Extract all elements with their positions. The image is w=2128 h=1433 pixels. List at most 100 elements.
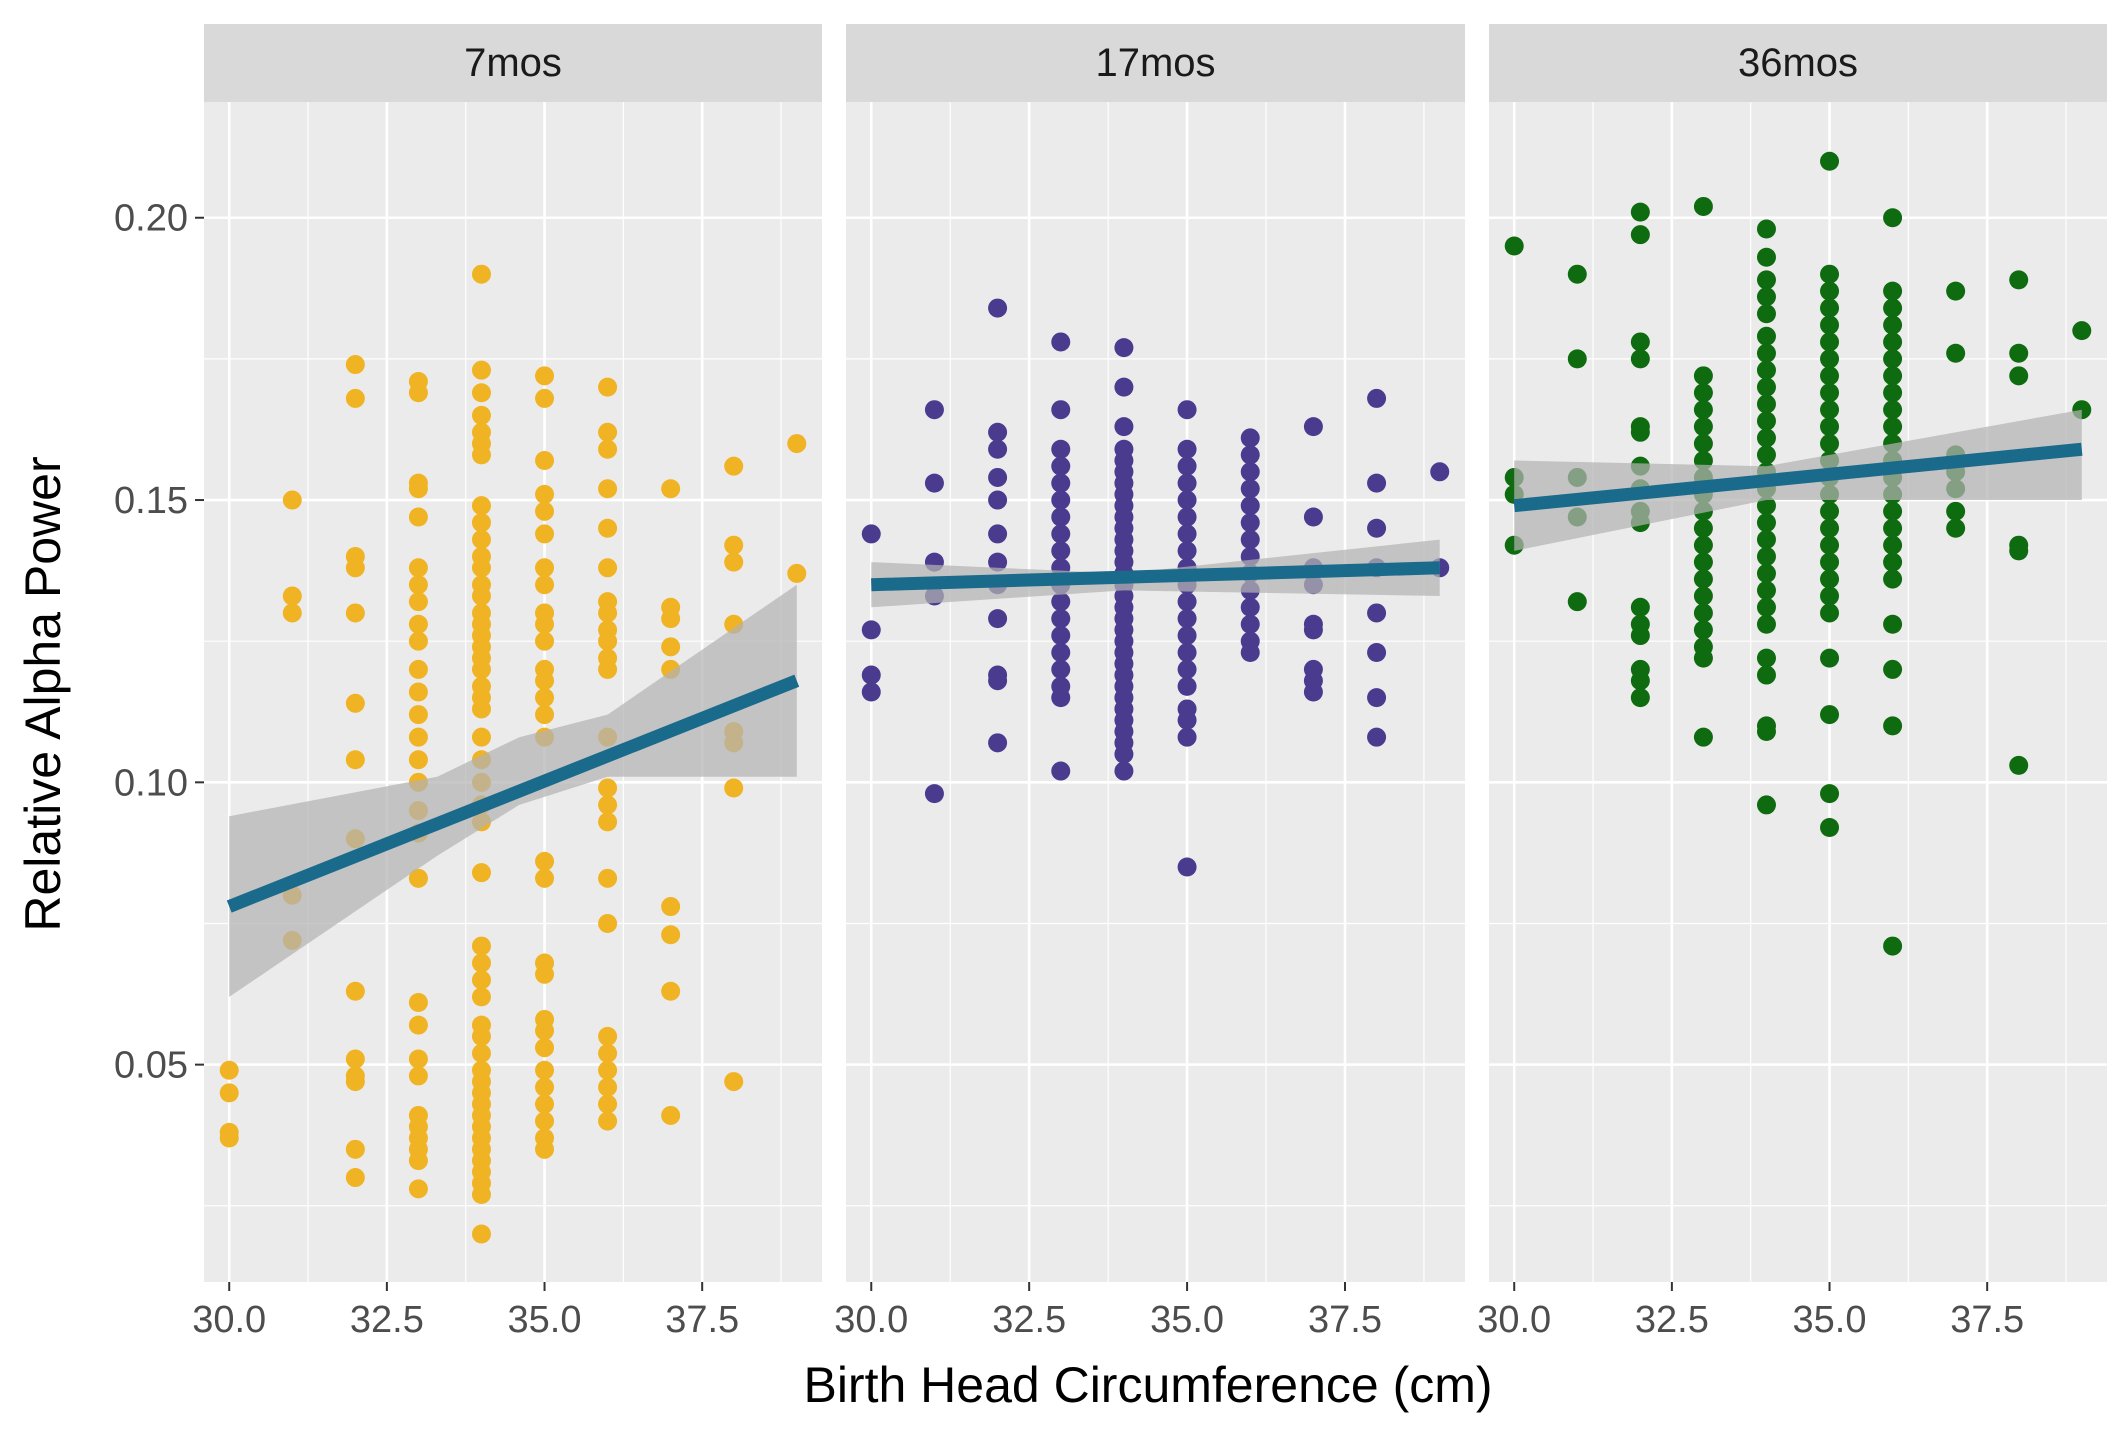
data-point: [1820, 648, 1840, 668]
data-point: [1240, 530, 1260, 550]
y-tick-label: 0.20: [114, 198, 188, 240]
data-point: [535, 451, 555, 471]
data-point: [1756, 360, 1776, 380]
data-point: [1820, 151, 1840, 171]
data-point: [598, 1026, 618, 1046]
data-point: [1051, 642, 1071, 662]
data-point: [1051, 592, 1071, 612]
data-point: [988, 422, 1008, 442]
data-point: [598, 377, 618, 397]
data-point: [471, 953, 491, 973]
data-point: [1177, 857, 1197, 877]
data-point: [1177, 609, 1197, 629]
y-tick-label: 0.10: [114, 762, 188, 804]
data-point: [1756, 287, 1776, 307]
data-point: [1367, 603, 1387, 623]
data-point: [408, 558, 428, 578]
data-point: [535, 524, 555, 544]
data-point: [598, 518, 618, 538]
panels-layer: 7mos 30.0 32.5 35.0 37.5 17mos 30.0 32.5 35.0 37.…: [192, 24, 2107, 1341]
data-point: [408, 507, 428, 527]
data-point: [1756, 270, 1776, 290]
data-point: [1367, 727, 1387, 747]
data-point: [598, 1111, 618, 1131]
data-point: [1177, 439, 1197, 459]
data-point: [1051, 761, 1071, 781]
data-point: [1177, 400, 1197, 420]
data-point: [535, 1139, 555, 1159]
data-point: [1883, 614, 1903, 634]
data-point: [1820, 383, 1840, 403]
data-point: [1240, 597, 1260, 617]
data-point: [1756, 304, 1776, 324]
data-point: [1883, 569, 1903, 589]
x-tick-label: 35.0: [1793, 1299, 1867, 1341]
facet-panel-36mos: 36mos 30.0 32.5 35.0 37.5: [1477, 24, 2107, 1341]
x-tick-label: 32.5: [350, 1299, 424, 1341]
data-point: [1820, 818, 1840, 838]
data-point: [1693, 586, 1713, 606]
data-point: [219, 1060, 239, 1080]
data-point: [408, 727, 428, 747]
data-point: [1883, 315, 1903, 335]
data-point: [1820, 501, 1840, 521]
data-point: [219, 1128, 239, 1148]
data-point: [408, 993, 428, 1013]
data-point: [1051, 456, 1071, 476]
data-point: [1883, 383, 1903, 403]
data-point: [598, 812, 618, 832]
data-point: [598, 1043, 618, 1063]
data-point: [598, 558, 618, 578]
data-point: [787, 563, 807, 583]
data-point: [1946, 501, 1966, 521]
data-point: [408, 1179, 428, 1199]
data-point: [1883, 659, 1903, 679]
data-point: [1367, 688, 1387, 708]
data-point: [1051, 400, 1071, 420]
data-point: [1367, 642, 1387, 662]
data-point: [1693, 727, 1713, 747]
data-point: [598, 631, 618, 651]
data-point: [535, 1077, 555, 1097]
data-point: [2009, 541, 2029, 561]
data-point: [1630, 225, 1650, 245]
data-point: [598, 659, 618, 679]
data-point: [1630, 671, 1650, 691]
data-point: [724, 1072, 744, 1092]
data-point: [408, 1015, 428, 1035]
data-point: [1051, 541, 1071, 561]
data-point: [345, 1049, 365, 1069]
data-point: [535, 501, 555, 521]
data-point: [2009, 755, 2029, 775]
x-tick-label: 30.0: [834, 1299, 908, 1341]
data-point: [535, 705, 555, 725]
data-point: [535, 671, 555, 691]
data-point: [724, 778, 744, 798]
data-point: [724, 456, 744, 476]
data-point: [1303, 507, 1323, 527]
data-point: [598, 1060, 618, 1080]
data-point: [1303, 682, 1323, 702]
data-point: [1051, 507, 1071, 527]
data-point: [1177, 642, 1197, 662]
data-point: [1114, 417, 1134, 437]
data-point: [535, 1021, 555, 1041]
data-point: [282, 490, 302, 510]
data-point: [1883, 400, 1903, 420]
x-axis-title: Birth Head Circumference (cm): [803, 1357, 1492, 1413]
data-point: [1303, 417, 1323, 437]
data-point: [345, 1139, 365, 1159]
data-point: [535, 964, 555, 984]
x-tick-label: 35.0: [1150, 1299, 1224, 1341]
data-point: [1756, 665, 1776, 685]
data-point: [1051, 473, 1071, 493]
data-point: [1883, 936, 1903, 956]
data-point: [598, 778, 618, 798]
data-point: [408, 705, 428, 725]
y-tick-label: 0.15: [114, 480, 188, 522]
data-point: [598, 1094, 618, 1114]
data-point: [861, 524, 881, 544]
data-point: [1240, 496, 1260, 516]
data-point: [1114, 761, 1134, 781]
data-point: [1693, 434, 1713, 454]
